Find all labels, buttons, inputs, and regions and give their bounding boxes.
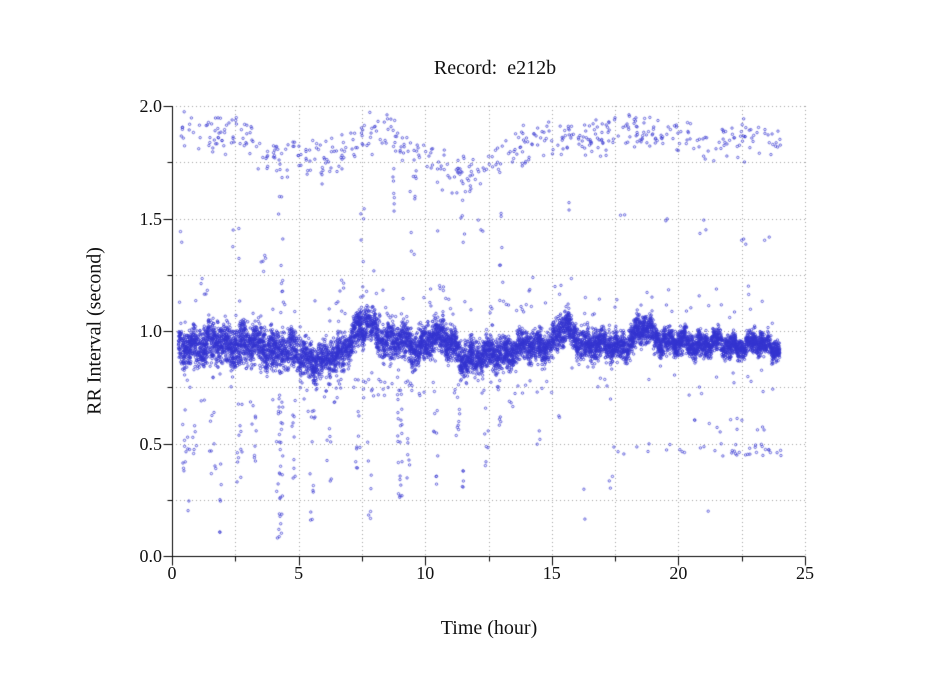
x-tick-label: 25 xyxy=(796,563,814,583)
x-tick-label: 15 xyxy=(542,563,561,583)
y-tick-label: 2.0 xyxy=(139,96,163,116)
x-tick-label: 20 xyxy=(669,563,688,583)
x-tick-label: 0 xyxy=(167,563,177,583)
y-tick-label: 1.5 xyxy=(139,208,163,229)
x-tick-label: 10 xyxy=(416,563,435,583)
y-tick-label: 0.5 xyxy=(139,433,163,454)
y-tick-label: 1.0 xyxy=(139,321,163,341)
y-tick-label: 0.0 xyxy=(139,546,163,566)
x-tick-label: 5 xyxy=(294,563,304,583)
